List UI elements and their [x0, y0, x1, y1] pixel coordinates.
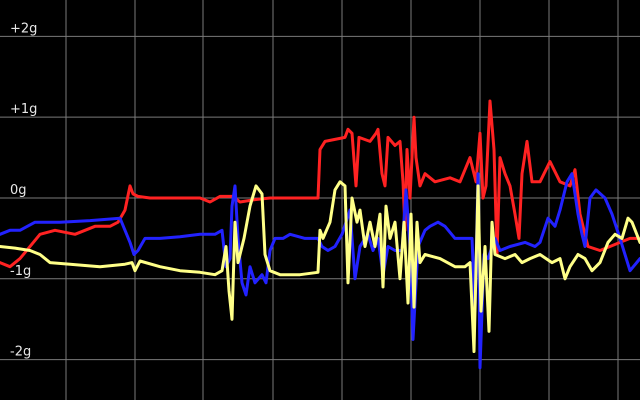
y-tick-label: -1g — [10, 264, 31, 279]
series-lines — [0, 99, 640, 370]
y-tick-labels: +2g +1g 0g -1g -2g — [10, 21, 37, 359]
y-tick-label: +1g — [10, 102, 37, 117]
y-tick-label: +2g — [10, 21, 37, 36]
y-tick-label: -2g — [10, 345, 31, 360]
series-line — [0, 99, 640, 269]
y-tick-label: 0g — [10, 183, 27, 198]
series-line — [0, 180, 640, 353]
